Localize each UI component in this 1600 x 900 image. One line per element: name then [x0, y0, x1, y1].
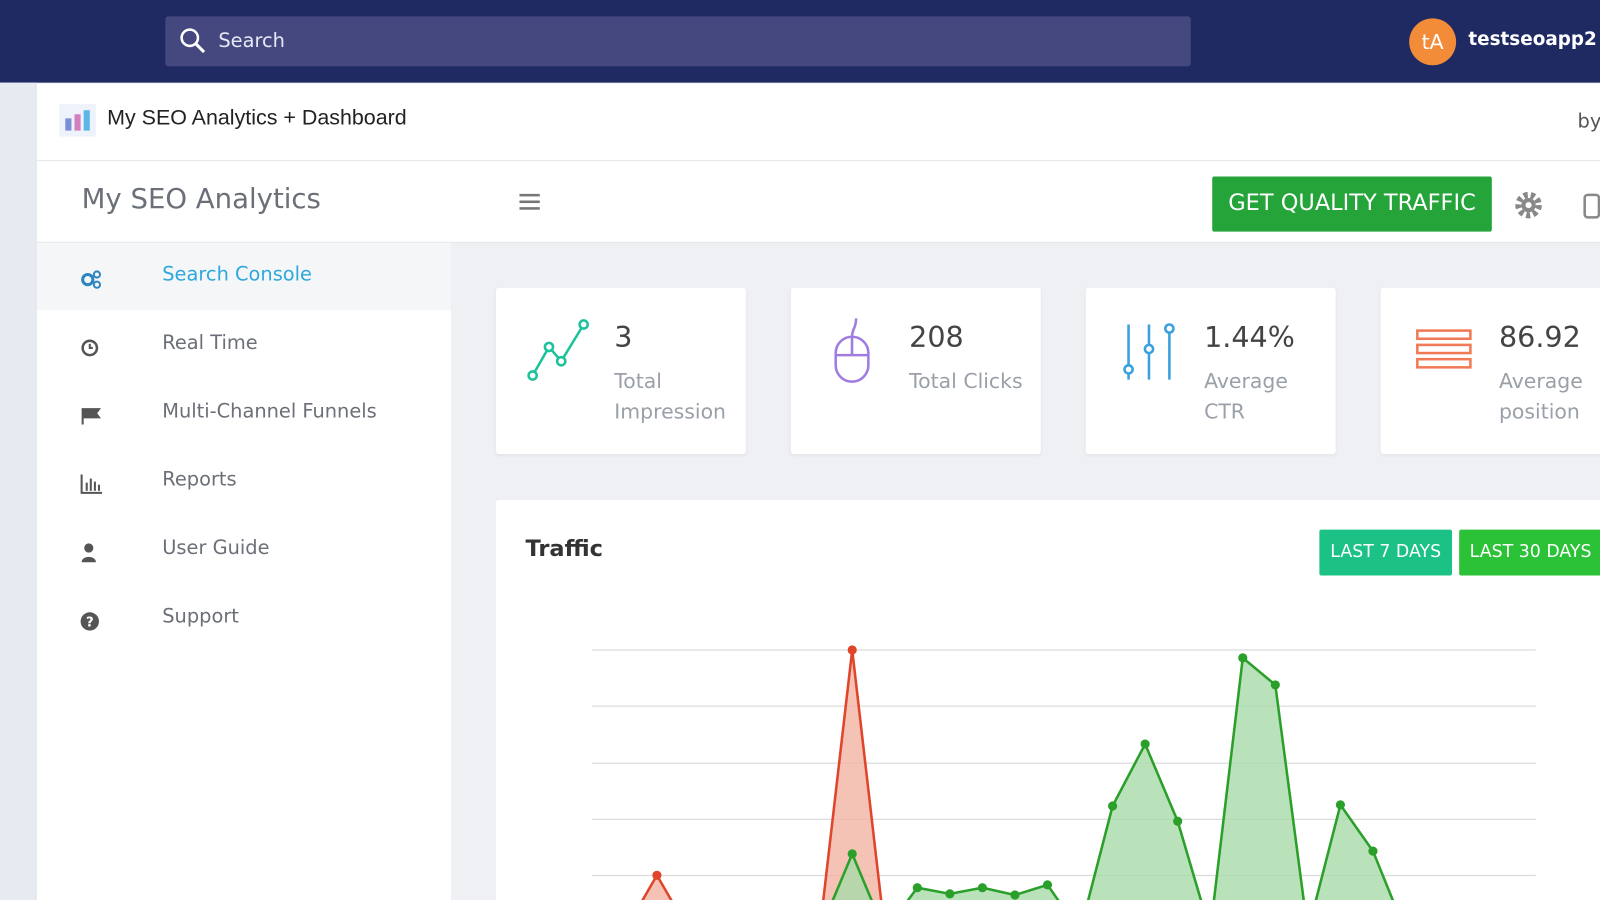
point [847, 849, 857, 859]
line [831, 655, 1395, 900]
nav-icon [81, 339, 99, 357]
stat-value: 3 [614, 320, 633, 355]
nav-label: Real Time [162, 331, 258, 355]
range-button[interactable]: LAST 7 DAYS [1319, 529, 1453, 576]
nav-item[interactable]: Multi-Channel Funnels [37, 380, 451, 447]
stat-card: 1.44% Average CTR [1085, 287, 1336, 455]
search-box[interactable]: Search [165, 16, 1191, 67]
point [1335, 800, 1346, 810]
menu-icon[interactable] [519, 192, 541, 212]
nav-icon [81, 270, 102, 289]
nav-icon [80, 474, 103, 494]
avatar[interactable]: tA [1409, 18, 1457, 66]
point [847, 645, 857, 655]
nav-label: Reports [162, 468, 237, 491]
nav-label: Search Console [162, 263, 312, 286]
username[interactable]: testseoapp2 A [1468, 28, 1600, 50]
nav-label: User Guide [162, 536, 270, 560]
chart [591, 645, 1536, 900]
svg-text:?: ? [86, 616, 94, 631]
search-placeholder: Search [218, 29, 285, 53]
by-text: by [1577, 110, 1600, 133]
area [832, 657, 1393, 900]
point [977, 883, 987, 893]
stat-value: 208 [909, 320, 964, 355]
range-button[interactable]: LAST 30 DAYS [1459, 529, 1600, 576]
nav-item[interactable]: Reports [37, 448, 451, 515]
nav-label: Multi-Channel Funnels [162, 399, 377, 423]
app-title: My SEO Analytics + Dashboard [107, 106, 407, 130]
point [1173, 816, 1183, 826]
point [945, 889, 955, 899]
stat-icon [1123, 323, 1175, 380]
stat-card: 86.92 Average position [1380, 287, 1600, 455]
stat-icon [834, 318, 870, 383]
brand: My SEO Analytics [81, 183, 321, 216]
cta-button[interactable]: GET QUALITY TRAFFIC [1212, 176, 1492, 232]
logout-icon[interactable] [1582, 193, 1600, 220]
left-strip [0, 82, 37, 900]
nav-icon: ? [80, 612, 99, 631]
area [642, 649, 882, 900]
point [1107, 801, 1118, 811]
line [641, 649, 883, 900]
stat-card: 3 Total Impression [495, 287, 746, 455]
nav-item[interactable]: Real Time [37, 311, 451, 378]
point [1270, 680, 1280, 690]
settings-icon[interactable] [1514, 190, 1545, 221]
point [1042, 880, 1053, 890]
chart-title: Traffic [525, 536, 603, 563]
stat-icon [1416, 329, 1472, 369]
point [912, 883, 922, 893]
stat-label: Average CTR [1204, 368, 1288, 424]
stat-value: 1.44% [1204, 320, 1295, 355]
nav-item[interactable]: User Guide [37, 516, 451, 583]
stat-card: 208 Total Clicks [790, 287, 1041, 455]
sub-header [36, 83, 1600, 162]
sidebar: Search Console Real Time Multi-Channel F… [36, 242, 452, 900]
nav-label: Support [162, 605, 239, 628]
point [652, 870, 662, 880]
nav-icon [81, 408, 102, 425]
stat-icon [527, 319, 590, 381]
stat-value: 86.92 [1498, 320, 1581, 355]
stat-label: Total Clicks [909, 368, 1023, 393]
point [1010, 890, 1020, 900]
stat-label: Average position [1498, 368, 1583, 424]
nav-item[interactable]: Search Console [36, 242, 452, 311]
search-icon [180, 28, 206, 54]
stat-label: Total Impression [614, 368, 726, 424]
point [1140, 739, 1150, 749]
point [1368, 846, 1378, 856]
nav-icon [81, 543, 96, 563]
app-logo [59, 104, 96, 137]
point [1238, 653, 1248, 663]
nav-item[interactable]: ? Support [37, 585, 451, 652]
